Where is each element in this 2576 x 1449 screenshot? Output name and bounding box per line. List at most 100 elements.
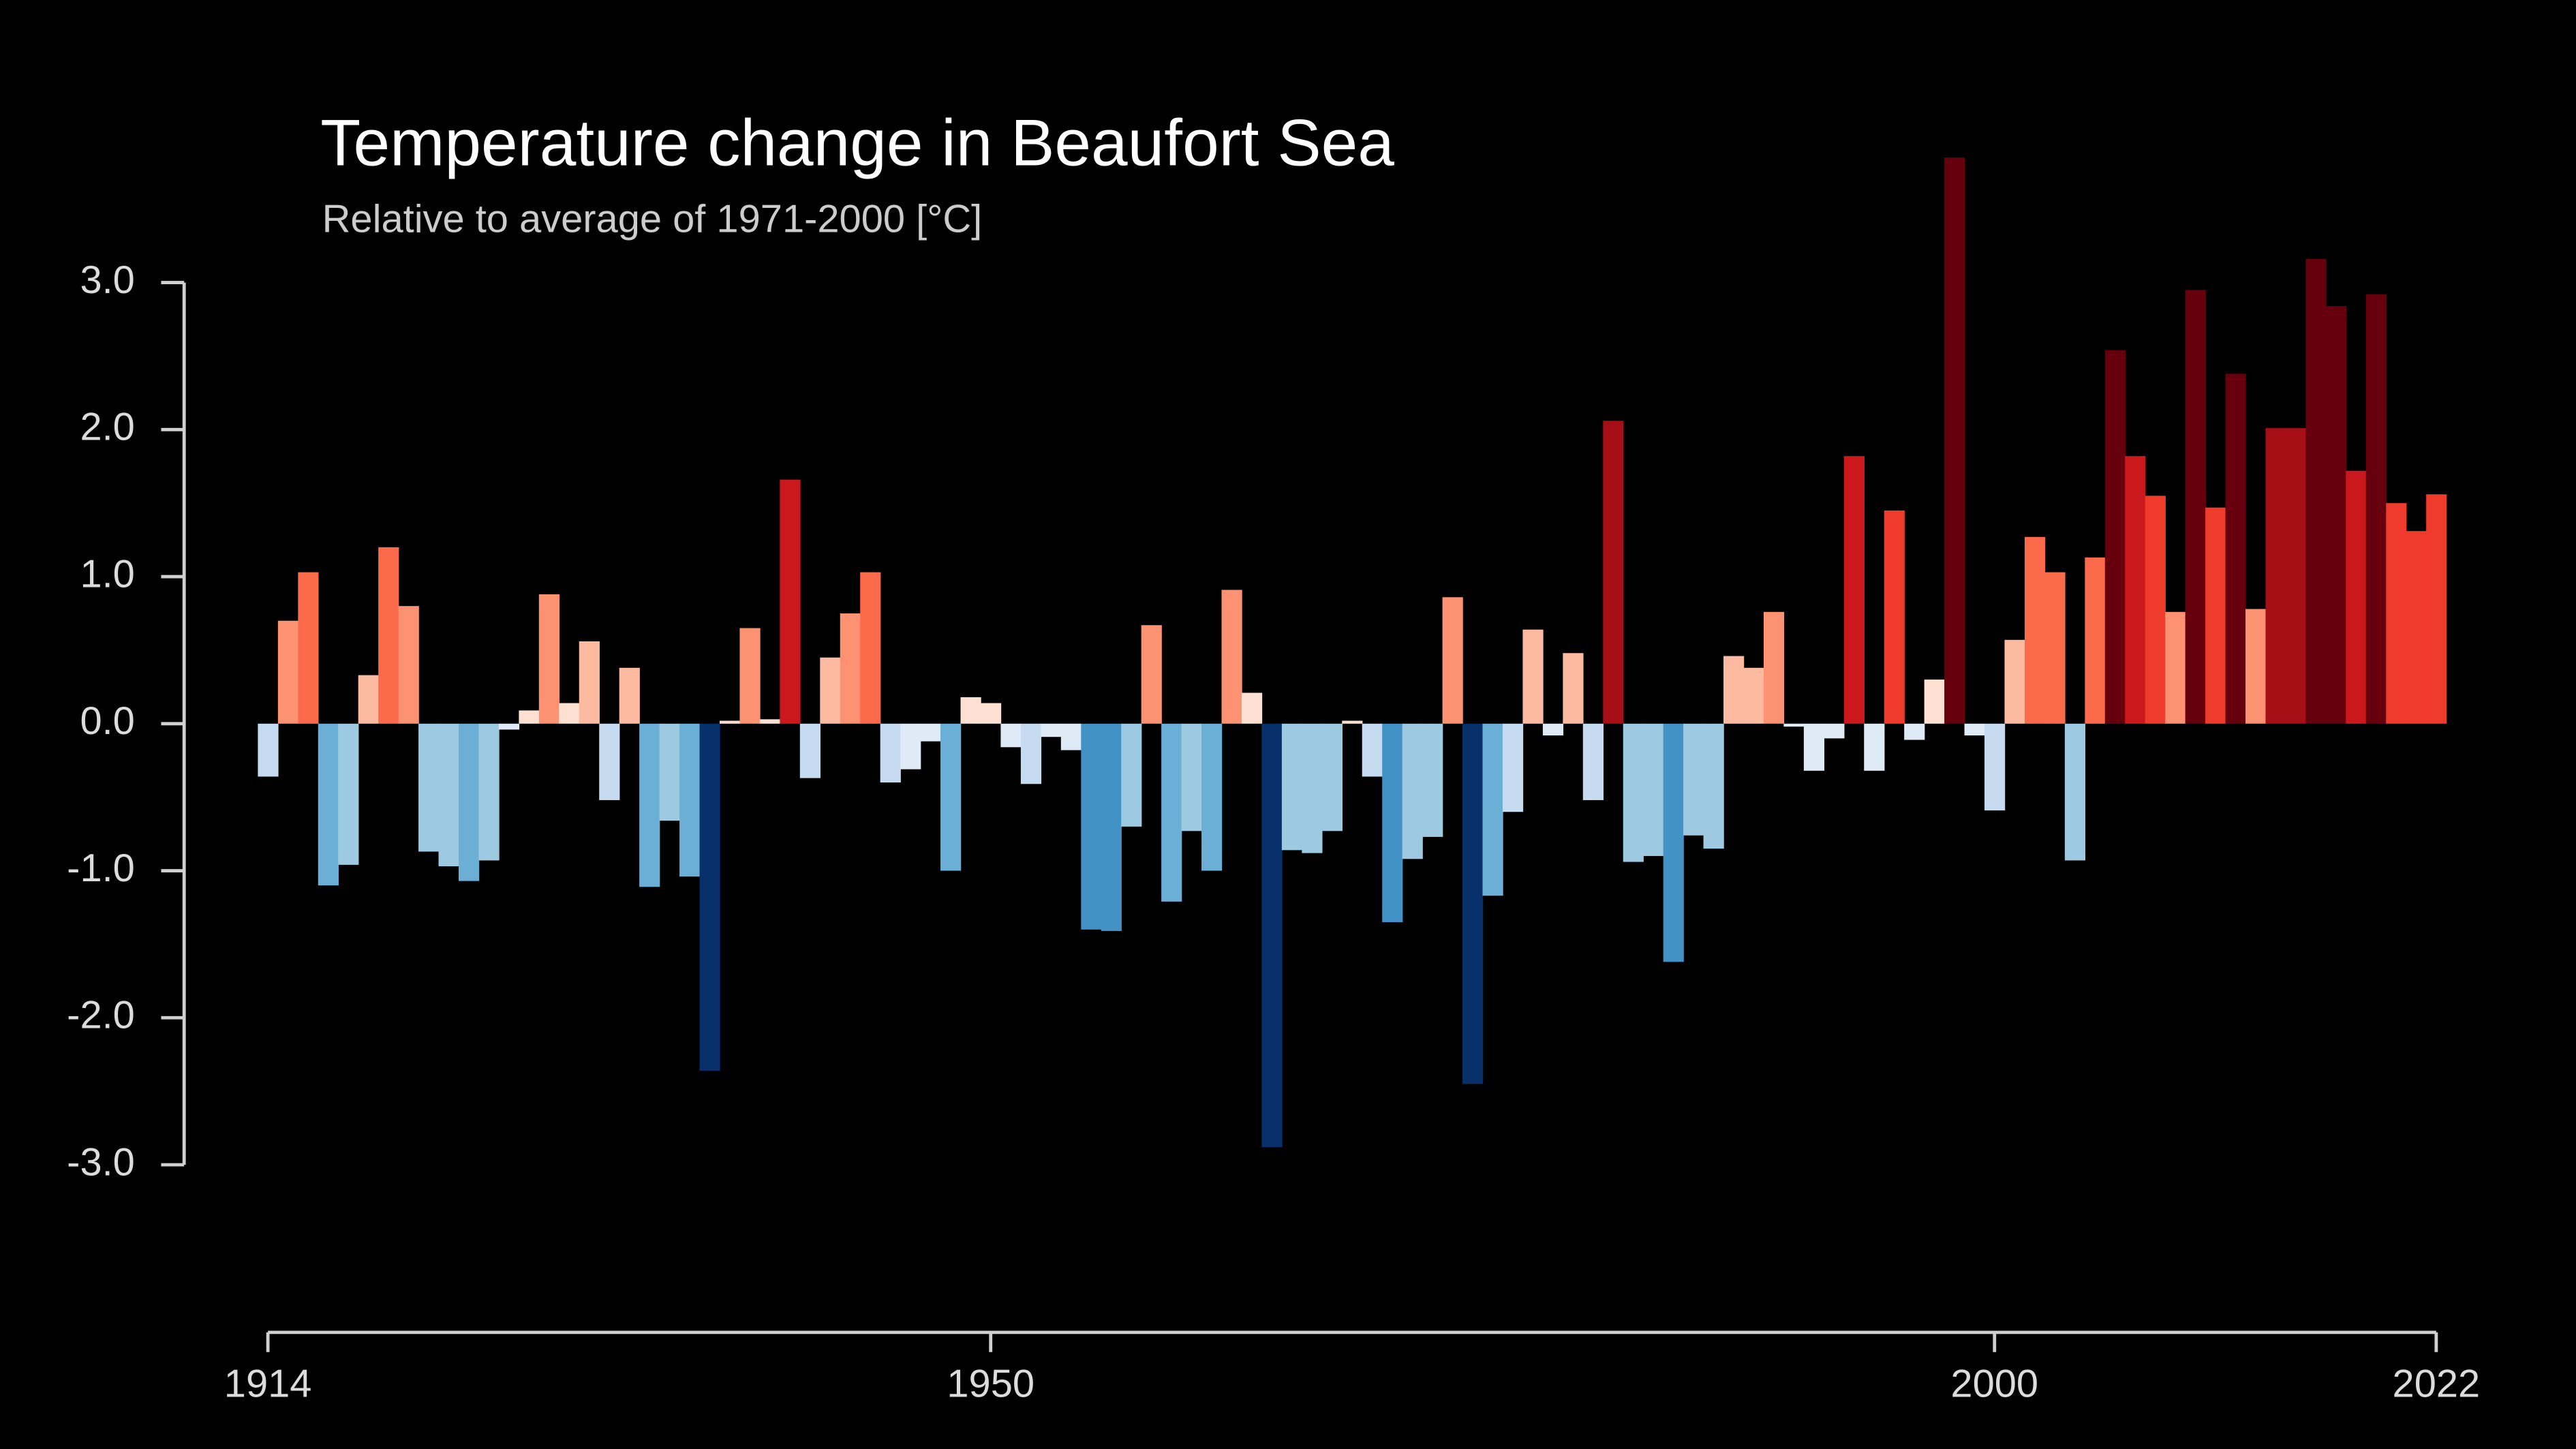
bar: [2245, 609, 2267, 724]
bar: [338, 723, 359, 865]
bar: [1723, 656, 1745, 724]
bar: [960, 697, 981, 724]
bar: [1041, 723, 1062, 737]
bar: [1763, 611, 1785, 724]
bar: [599, 723, 620, 800]
bar: [1281, 723, 1303, 851]
bar: [358, 675, 379, 724]
bar: [1060, 723, 1082, 750]
bar: [418, 723, 440, 852]
bar: [1843, 456, 1865, 724]
bar: [880, 723, 901, 783]
bar: [2325, 306, 2347, 724]
bar: [2406, 531, 2427, 724]
bar: [659, 723, 680, 821]
bar: [1121, 723, 1142, 827]
bar: [719, 720, 741, 724]
bar: [920, 723, 941, 742]
bar: [438, 723, 459, 867]
bar: [900, 723, 921, 769]
bar: [1241, 692, 1263, 724]
bar: [1442, 597, 1463, 724]
bar: [2085, 558, 2106, 724]
bar: [538, 594, 560, 724]
bar: [1402, 723, 1423, 859]
bar: [2365, 294, 2387, 724]
bar: [498, 723, 520, 730]
bar: [759, 719, 781, 724]
bar: [799, 723, 821, 778]
bar: [2125, 456, 2146, 724]
bar: [1261, 723, 1283, 1148]
bar: [1944, 157, 1965, 724]
bar: [1221, 590, 1242, 724]
y-tick-label: -1.0: [67, 846, 135, 890]
chart-title: Temperature change in Beaufort Sea: [320, 106, 1394, 179]
y-tick-label: -2.0: [67, 994, 135, 1037]
bar: [478, 723, 500, 861]
bar: [1563, 653, 1584, 724]
bar: [840, 613, 861, 724]
bar: [519, 710, 540, 724]
x-tick-label: 1914: [224, 1362, 312, 1406]
bar: [2185, 290, 2206, 724]
bar: [739, 628, 761, 724]
chart-subtitle: Relative to average of 1971-2000 [°C]: [322, 198, 983, 241]
bar: [2346, 470, 2367, 724]
bar: [2044, 572, 2066, 724]
y-tick-label: 3.0: [80, 258, 134, 302]
bar: [2205, 507, 2226, 724]
bar: [1321, 723, 1343, 832]
bar: [1683, 723, 1704, 836]
bar: [559, 703, 580, 724]
bar: [1904, 723, 1925, 740]
y-tick-label: 0.0: [80, 699, 134, 743]
bar: [1161, 723, 1182, 902]
x-tick-label: 2000: [1950, 1362, 2038, 1406]
x-tick-label: 2022: [2393, 1362, 2481, 1406]
bar: [1081, 723, 1102, 930]
bar: [2265, 428, 2286, 724]
bar: [1803, 723, 1825, 771]
bar: [2024, 536, 2046, 724]
bar: [699, 723, 720, 1071]
bar: [2165, 611, 2186, 724]
bar: [1783, 723, 1805, 727]
bar: [1181, 723, 1202, 832]
bar: [2285, 428, 2307, 724]
bar: [1020, 723, 1042, 784]
bar: [1342, 720, 1363, 724]
bar: [2145, 495, 2166, 724]
bar: [2386, 503, 2407, 724]
bar: [1462, 723, 1484, 1084]
y-tick-label: 1.0: [80, 552, 134, 596]
bar: [1984, 723, 2006, 811]
bar: [1302, 723, 1323, 853]
bar: [1201, 723, 1223, 871]
bar: [639, 723, 660, 887]
bar: [2305, 259, 2327, 724]
bar: [860, 572, 881, 724]
bar: [579, 641, 600, 724]
bar: [980, 703, 1002, 724]
bar: [1743, 667, 1764, 724]
bar: [378, 547, 399, 724]
bar: [619, 667, 640, 724]
bar: [1101, 723, 1122, 931]
bar: [1522, 629, 1544, 724]
y-tick-label: 2.0: [80, 406, 134, 449]
bar: [1422, 723, 1443, 837]
bar: [2064, 723, 2086, 861]
bar: [1884, 510, 1905, 724]
bar: [298, 572, 319, 724]
bar: [1141, 625, 1162, 724]
bar: [1924, 680, 1945, 724]
bar: [2104, 350, 2126, 724]
bar: [1502, 723, 1524, 812]
bar: [1382, 723, 1403, 923]
bar: [277, 620, 299, 724]
bar: [2004, 639, 2025, 724]
bar: [1663, 723, 1684, 962]
y-tick-label: -3.0: [67, 1140, 135, 1184]
